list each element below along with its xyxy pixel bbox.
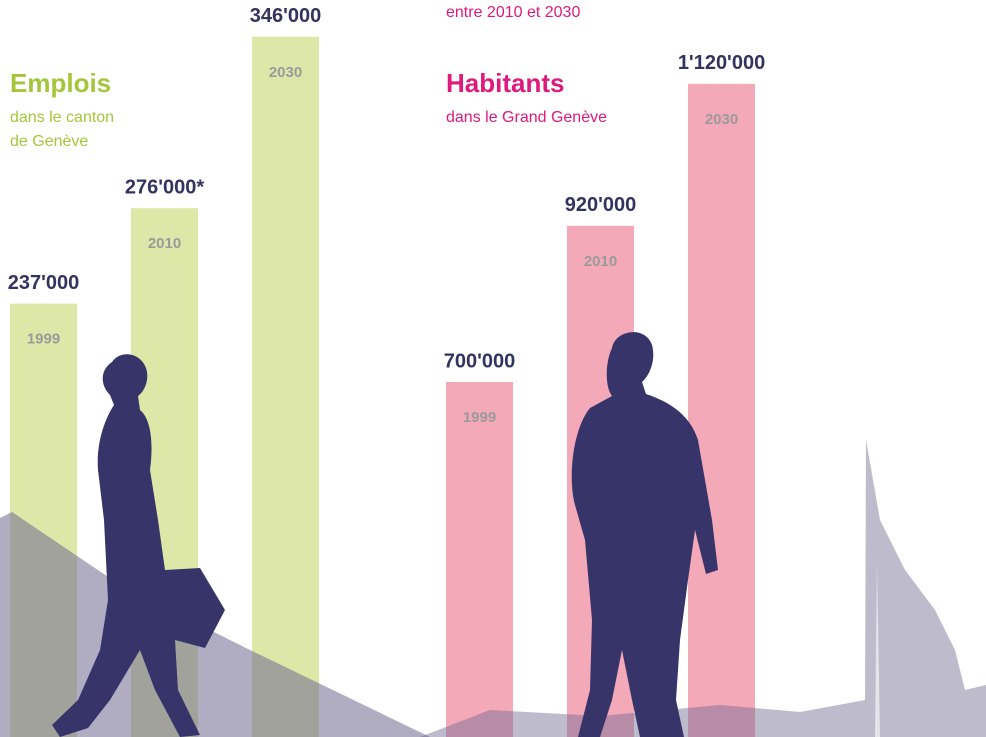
- value-label: 276'000*: [125, 176, 204, 198]
- chart-subtitle: de Genève: [10, 133, 88, 150]
- chart-subtitle: dans le canton: [10, 109, 114, 126]
- category-label: 2030: [269, 64, 302, 81]
- value-label: 346'000: [250, 5, 322, 27]
- woman-silhouette: [52, 354, 225, 737]
- value-label: 920'000: [565, 194, 637, 216]
- category-label: 1999: [27, 331, 60, 348]
- category-label: 2010: [584, 253, 617, 270]
- chart-subtitle: dans le Grand Genève: [446, 109, 607, 126]
- hill-right: [420, 440, 986, 737]
- category-label: 2010: [148, 235, 181, 252]
- spire: [875, 560, 880, 737]
- texts: Emplois dans le canton de Genève 1999 237'00…: [8, 4, 765, 426]
- note: entre 2010 et 2030: [446, 4, 580, 21]
- value-label: 700'000: [444, 350, 516, 372]
- value-label: 1'120'000: [678, 52, 765, 74]
- chart-title: Emplois: [10, 68, 111, 98]
- category-label: 1999: [463, 409, 496, 426]
- bar: [252, 36, 319, 737]
- scenery: [0, 332, 986, 737]
- value-label: 237'000: [8, 272, 80, 294]
- bar: [446, 382, 513, 737]
- category-label: 2030: [705, 111, 738, 128]
- bar: [688, 83, 755, 737]
- chart-title: Habitants: [446, 68, 564, 98]
- man-silhouette: [571, 332, 718, 737]
